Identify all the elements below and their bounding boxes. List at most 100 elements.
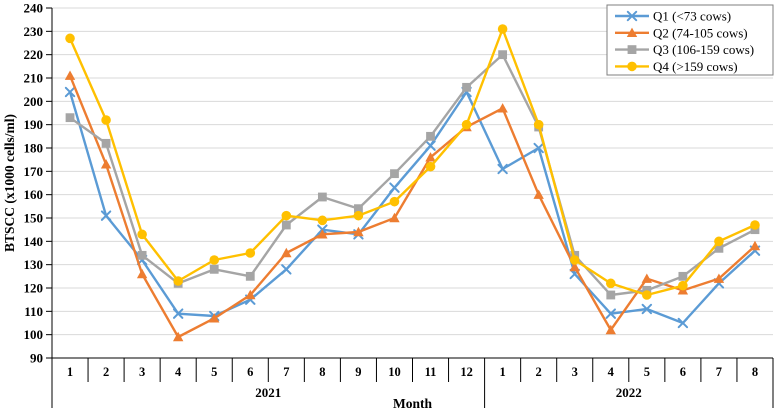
month-label: 4	[608, 365, 615, 379]
y-tick-label: 90	[30, 351, 43, 366]
legend-marker-q2	[626, 27, 638, 37]
marker-q4	[281, 210, 292, 221]
marker-q2	[497, 103, 508, 113]
legend-entry-label: Q4 (>159 cows)	[653, 59, 738, 74]
month-label: 11	[425, 365, 437, 379]
y-tick-label: 190	[24, 117, 44, 132]
marker-q4	[173, 276, 183, 286]
marker-q1	[677, 317, 689, 329]
marker-q3	[426, 131, 435, 141]
marker-q3	[714, 243, 724, 253]
marker-q4	[137, 229, 147, 240]
legend-marker-q3	[627, 45, 637, 54]
marker-q3	[137, 250, 147, 260]
y-tick-label: 130	[24, 257, 44, 272]
month-label: 5	[211, 365, 217, 379]
marker-q4	[389, 196, 400, 207]
marker-q4	[461, 119, 472, 130]
marker-q4	[714, 236, 724, 247]
y-tick-label: 180	[24, 141, 44, 156]
y-tick-label: 220	[24, 47, 44, 62]
marker-q4	[497, 24, 508, 34]
month-label: 7	[283, 365, 289, 379]
marker-q3	[65, 113, 75, 123]
month-label: 2	[103, 365, 109, 379]
legend-entry-label: Q1 (<73 cows)	[653, 9, 731, 24]
legend-entry-label: Q2 (74-105 cows)	[653, 25, 748, 40]
marker-q4	[353, 210, 364, 221]
marker-q2	[425, 152, 436, 162]
y-tick-label: 150	[24, 211, 44, 226]
year-label: 2021	[255, 385, 281, 400]
marker-q3	[317, 192, 327, 202]
month-label: 9	[355, 365, 361, 379]
series-line-q3	[68, 53, 757, 297]
month-label: 4	[175, 365, 182, 379]
marker-q4	[642, 290, 652, 300]
legend-entry-label: Q3 (106-159 cows)	[653, 42, 754, 57]
marker-q4	[101, 115, 111, 125]
marker-q4	[317, 215, 328, 226]
marker-q3	[209, 264, 219, 274]
series-line-q2	[68, 74, 757, 339]
marker-q2	[209, 313, 220, 323]
marker-q2	[353, 226, 364, 237]
y-tick-label: 240	[24, 1, 44, 16]
y-tick-label: 120	[24, 281, 44, 296]
marker-q1	[172, 308, 184, 319]
marker-q1	[64, 86, 76, 98]
marker-q2	[533, 189, 544, 199]
month-label: 7	[716, 365, 722, 379]
marker-q3	[354, 204, 363, 214]
marker-q1	[497, 163, 508, 175]
month-label: 10	[388, 365, 401, 379]
marker-q2	[389, 212, 400, 223]
marker-q2	[281, 247, 292, 258]
marker-q3	[606, 290, 616, 300]
marker-q2	[641, 273, 653, 283]
marker-q4	[605, 278, 616, 289]
marker-q4	[425, 161, 436, 172]
month-label: 5	[644, 365, 650, 379]
y-tick-label: 230	[24, 24, 44, 39]
y-tick-label: 170	[24, 164, 44, 179]
month-label: 6	[247, 365, 253, 379]
marker-q1	[281, 264, 292, 275]
month-label: 8	[319, 365, 325, 379]
marker-q3	[101, 138, 111, 148]
marker-q4	[678, 280, 688, 291]
marker-q2	[100, 159, 112, 169]
marker-q1	[533, 142, 544, 154]
marker-q1	[641, 303, 653, 315]
marker-q2	[569, 261, 580, 272]
month-label: 12	[460, 365, 473, 379]
y-tick-label: 200	[24, 94, 44, 109]
x-axis-title: Month	[393, 396, 432, 411]
legend-marker-q4	[627, 61, 637, 72]
month-label: 3	[572, 365, 578, 379]
marker-q2	[605, 324, 616, 335]
month-label: 3	[139, 365, 145, 379]
marker-q4	[750, 220, 760, 230]
y-tick-label: 140	[24, 234, 44, 249]
y-tick-label: 210	[24, 71, 44, 86]
series-line-q1	[68, 90, 757, 325]
marker-q2	[64, 70, 76, 80]
marker-q1	[389, 182, 400, 193]
marker-q3	[678, 271, 688, 281]
y-tick-label: 160	[24, 187, 44, 202]
marker-q3	[245, 271, 255, 281]
marker-q2	[713, 273, 725, 283]
series-line-q4	[68, 27, 757, 297]
marker-q3	[390, 169, 399, 179]
month-label: 2	[536, 365, 542, 379]
marker-q2	[749, 240, 761, 251]
marker-q2	[172, 331, 184, 342]
year-label: 2022	[616, 385, 642, 400]
marker-q2	[317, 229, 328, 239]
marker-q2	[136, 268, 148, 279]
month-label: 1	[67, 365, 73, 379]
marker-q1	[605, 308, 616, 319]
